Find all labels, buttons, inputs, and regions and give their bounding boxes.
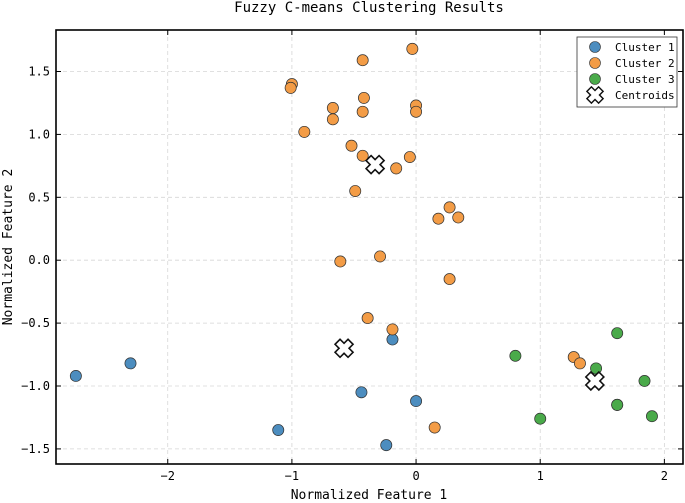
legend-centroid-cross — [585, 85, 605, 105]
scatter-point-cluster-1 — [355, 386, 368, 399]
scatter-point-cluster-3 — [611, 327, 624, 340]
scatter-point-cluster-3 — [534, 412, 547, 425]
scatter-point-cluster-2 — [334, 255, 347, 268]
legend-label-cluster-2: Cluster 2 — [615, 57, 675, 70]
legend-marker-cluster-1 — [589, 41, 601, 53]
y-tick-label: 1.5 — [28, 65, 50, 79]
scatter-point-cluster-1 — [410, 395, 423, 408]
scatter-point-cluster-1 — [386, 333, 399, 346]
y-axis-label: Normalized Feature 2 — [1, 169, 16, 326]
scatter-point-cluster-2 — [349, 185, 362, 197]
centroid-marker — [364, 154, 386, 175]
y-tick-label: −1.5 — [21, 442, 50, 456]
scatter-point-cluster-2 — [357, 91, 370, 104]
legend-marker-centroids — [585, 85, 605, 105]
centroid-marker — [584, 370, 605, 392]
scatter-point-cluster-2 — [452, 211, 465, 224]
scatter-point-cluster-2 — [356, 149, 369, 162]
scatter-point-cluster-2 — [573, 357, 586, 370]
scatter-point-cluster-3 — [646, 410, 658, 423]
scatter-point-cluster-2 — [284, 81, 297, 94]
legend-label-centroids: Centroids — [615, 89, 675, 102]
x-tick-label: −1 — [285, 469, 299, 483]
chart-title: Fuzzy C-means Clustering Results — [234, 0, 504, 16]
legend: Cluster 1 Cluster 2 Cluster 3 Centroids — [576, 36, 678, 108]
x-tick-label: 1 — [537, 469, 544, 483]
scatter-point-cluster-3 — [638, 375, 651, 387]
x-tick-label: −2 — [161, 469, 175, 483]
plot-area-frame — [55, 29, 684, 465]
x-tick-label: 0 — [412, 469, 419, 483]
scatter-point-cluster-1 — [272, 424, 285, 436]
scatter-point-cluster-2 — [298, 125, 311, 138]
scatter-point-cluster-2 — [410, 105, 423, 118]
scatter-point-cluster-2 — [432, 212, 445, 225]
legend-marker-cluster-3 — [589, 73, 601, 85]
scatter-point-cluster-2 — [374, 250, 387, 263]
scatter-point-cluster-3 — [509, 349, 522, 362]
scatter-point-cluster-2 — [406, 42, 419, 55]
y-tick-label: 1.0 — [28, 127, 50, 141]
scatter-point-cluster-2 — [390, 162, 403, 175]
y-tick-label: 0.5 — [28, 190, 50, 204]
scatter-point-cluster-2 — [356, 54, 369, 67]
scatter-point-cluster-2 — [356, 105, 369, 118]
scatter-point-cluster-2 — [326, 102, 339, 114]
centroid-marker — [333, 338, 355, 359]
y-tick-label: −0.5 — [21, 316, 50, 330]
scatter-point-cluster-2 — [361, 312, 374, 325]
scatter-point-cluster-2 — [345, 139, 358, 152]
x-tick-label: 2 — [661, 469, 668, 483]
scatter-point-cluster-2 — [443, 201, 456, 214]
legend-label-cluster-1: Cluster 1 — [615, 41, 675, 54]
scatter-point-cluster-3 — [611, 398, 624, 411]
axis-ticks: −2 −1 0 1 2 −1.5 −1.0 −0.5 0.0 0.5 1.0 1.5 — [21, 30, 683, 483]
scatter-points — [69, 42, 658, 452]
y-tick-label: 0.0 — [28, 253, 50, 267]
x-axis-label: Normalized Feature 1 — [291, 488, 448, 503]
legend-label-cluster-3: Cluster 3 — [615, 73, 675, 86]
scatter-point-cluster-2 — [403, 151, 416, 164]
scatter-point-cluster-2 — [443, 273, 456, 286]
scatter-point-cluster-1 — [124, 357, 137, 370]
legend-marker-cluster-2 — [589, 57, 601, 69]
scatter-point-cluster-1 — [69, 369, 82, 382]
scatter-point-cluster-1 — [380, 439, 393, 452]
scatter-point-cluster-2 — [428, 421, 441, 434]
scatter-point-cluster-2 — [326, 113, 339, 126]
y-tick-label: −1.0 — [21, 379, 50, 393]
scatter-point-cluster-2 — [386, 323, 399, 336]
